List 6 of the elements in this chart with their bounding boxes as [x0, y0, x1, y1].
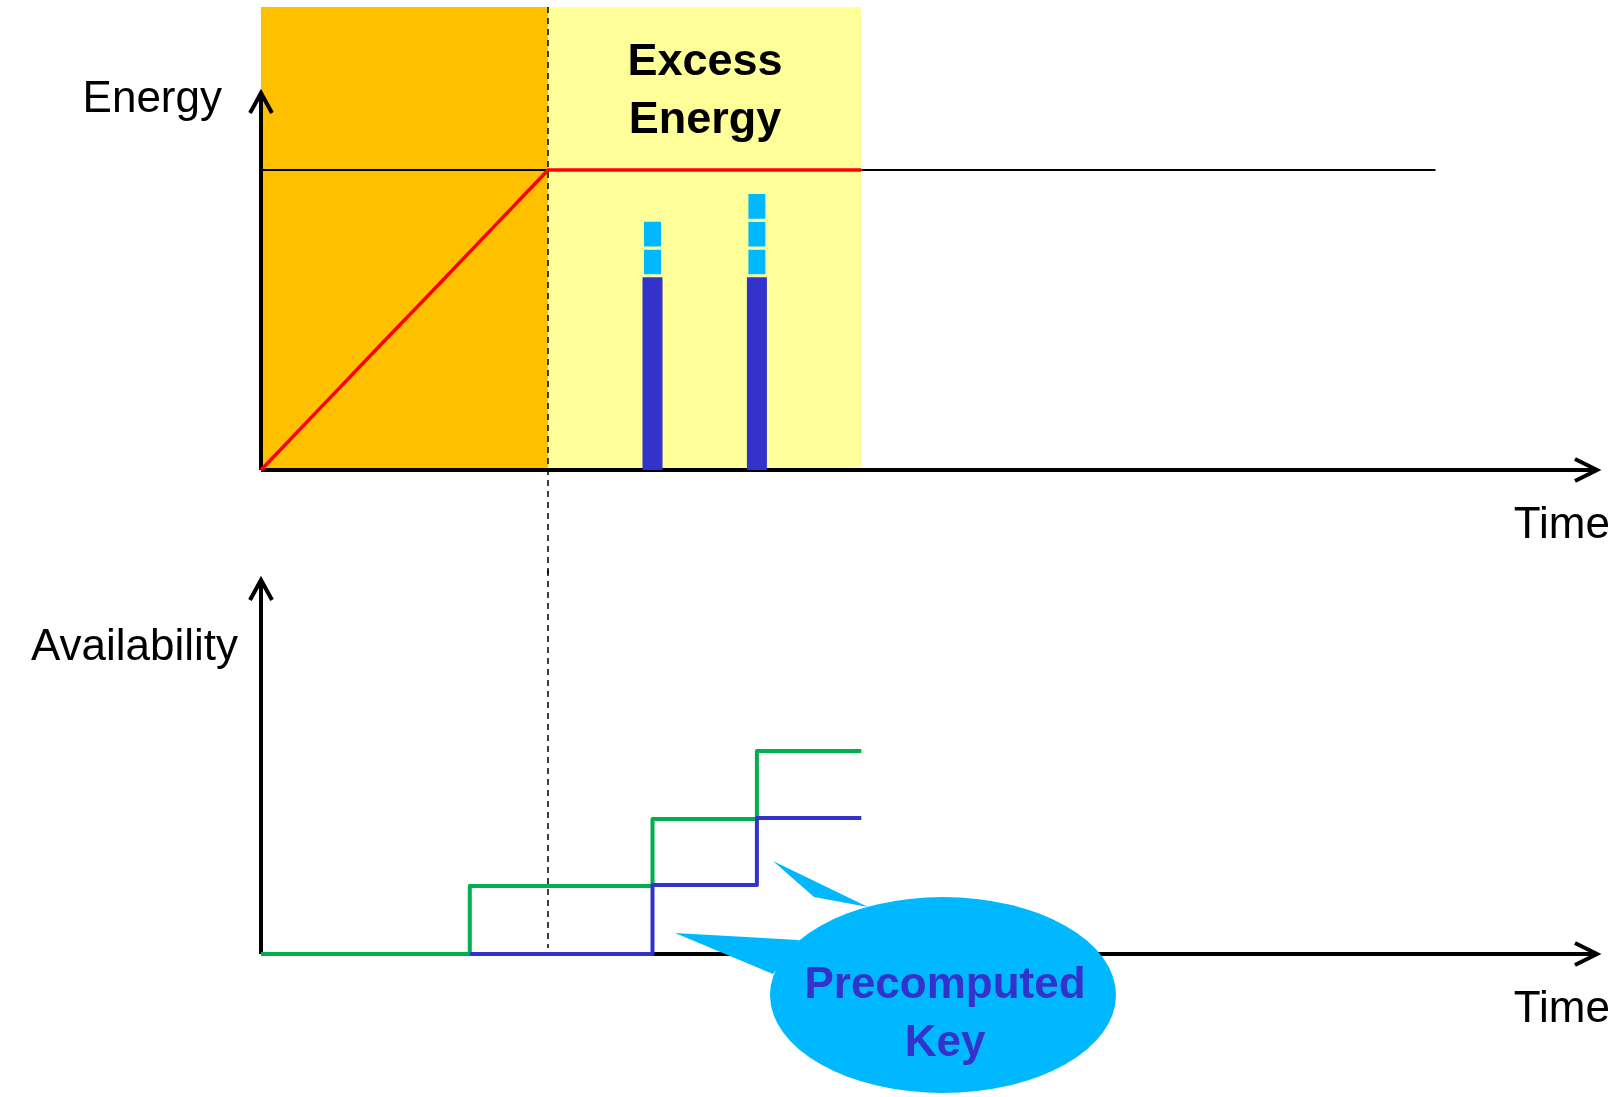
text: Excess Energy — [627, 34, 783, 143]
text: Precomputed Key — [804, 958, 1086, 1065]
x-axis-title: Time — [1513, 982, 1610, 1031]
y-axis-title: Availability — [30, 620, 238, 669]
y-axis-title: Energy — [82, 72, 222, 121]
x-axis-title: Time — [1513, 498, 1610, 547]
